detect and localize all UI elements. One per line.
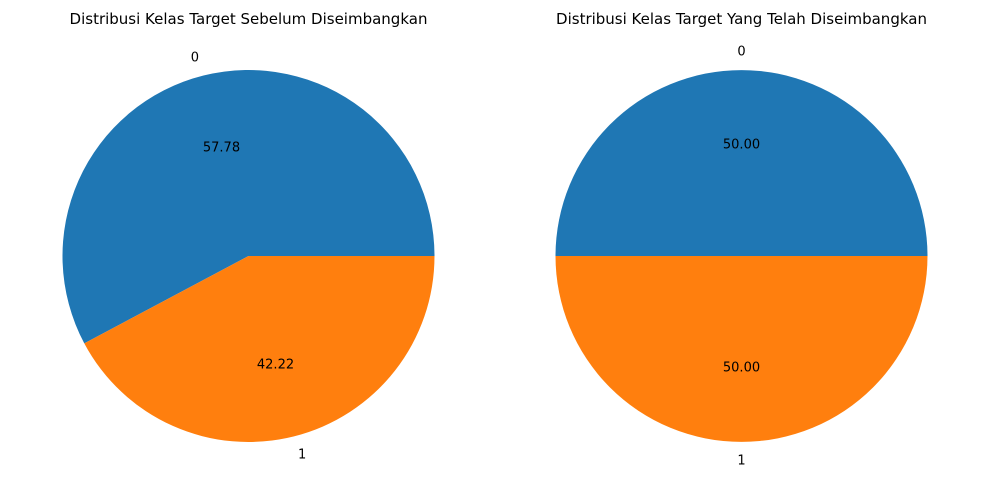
slice-category-label: 0: [191, 50, 199, 65]
slice-category-label: 1: [737, 454, 745, 469]
slice-percent-label: 50.00: [723, 137, 760, 152]
slice-percent-label: 57.78: [203, 141, 240, 156]
pie-chart-after-balancing: Distribusi Kelas Target Yang Telah Disei…: [555, 10, 928, 469]
slice-category-label: 1: [298, 448, 306, 463]
slice-category-label: 0: [737, 44, 745, 59]
pie-slice-1: [84, 256, 435, 443]
pie-chart-before-balancing: Distribusi Kelas Target Sebelum Diseimba…: [62, 10, 435, 463]
pie-slice-0: [62, 70, 435, 344]
slice-percent-label: 42.22: [257, 357, 294, 372]
pie-slice-1: [555, 256, 928, 442]
pie-slice-0: [555, 70, 928, 256]
chart-title: Distribusi Kelas Target Sebelum Diseimba…: [70, 10, 428, 28]
slice-percent-label: 50.00: [723, 361, 760, 376]
chart-title: Distribusi Kelas Target Yang Telah Disei…: [556, 10, 927, 28]
